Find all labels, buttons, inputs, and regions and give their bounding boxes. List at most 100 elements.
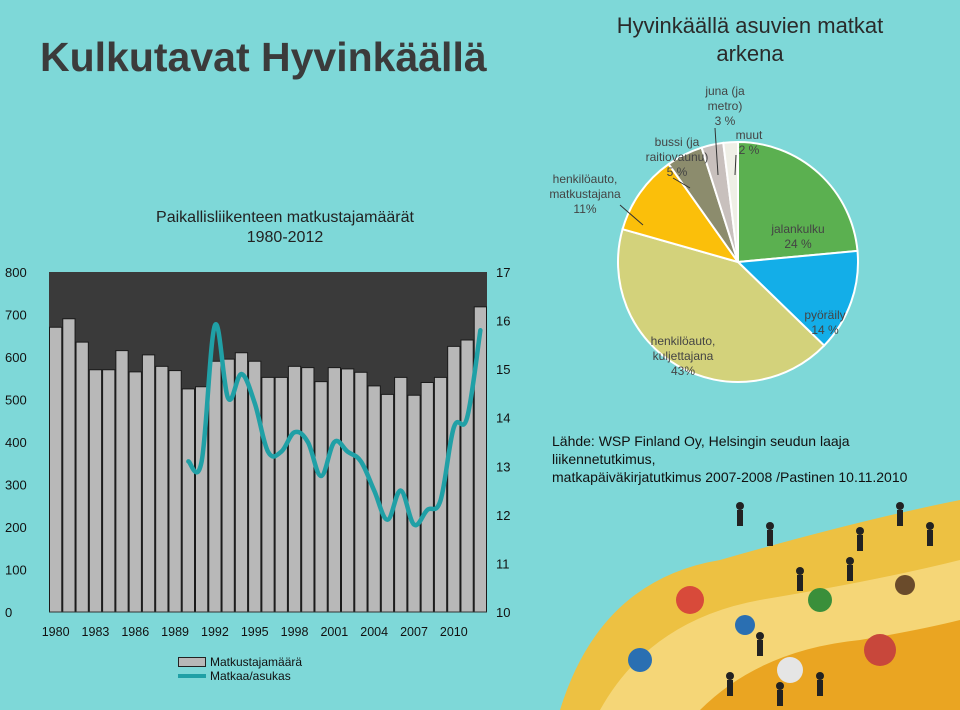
pie-label-4: bussi (ja raitiovaunu) 5 % <box>617 135 737 180</box>
y-right-tick-label: 10 <box>496 605 510 620</box>
pie-label-name-line: jalankulku <box>771 222 825 236</box>
pie-label-name-line: muut <box>735 128 763 142</box>
illustration-figure-body <box>847 565 853 581</box>
pie-label-value: 11% <box>573 202 597 216</box>
pie-label-name-line: kuljettajana <box>652 349 714 363</box>
illustration-figure-head <box>896 502 904 510</box>
y-left-tick-label: 400 <box>5 435 27 450</box>
bar-1992 <box>208 360 222 613</box>
bar-chart-legend: Matkustajamäärä Matkaa/asukas <box>178 655 302 683</box>
illustration-figure-head <box>766 522 774 530</box>
pie-label-3: henkilöauto, matkustajana 11% <box>525 172 645 217</box>
illustration-figure-head <box>796 567 804 575</box>
bar-1997 <box>274 376 288 613</box>
y-left-tick-label: 300 <box>5 478 27 493</box>
y-right-tick-label: 16 <box>496 314 510 329</box>
pie-slice-6 <box>722 140 739 263</box>
illustration-dot <box>864 634 896 666</box>
pie-label-2: henkilöauto, kuljettajana 43% <box>623 334 743 379</box>
source-note: Lähde: WSP Finland Oy, Helsingin seudun … <box>552 432 952 486</box>
y-right-tick-label: 11 <box>496 556 510 571</box>
illustration-figure-head <box>856 527 864 535</box>
bar-1987 <box>141 354 156 613</box>
y-right-tick-label: 13 <box>496 459 510 474</box>
pie-label-value: 43% <box>670 364 696 378</box>
bar-1984 <box>102 369 116 613</box>
bar-1980 <box>49 326 63 613</box>
illustration-dot <box>676 586 704 614</box>
illustration-figure-head <box>776 682 784 690</box>
illustration-figure-body <box>817 680 823 696</box>
pie-slice-1 <box>735 249 859 347</box>
bar-1998 <box>287 365 302 613</box>
pie-leader-line <box>734 154 737 176</box>
illustration-figure-body <box>737 510 743 526</box>
illustration-figure-body <box>777 690 783 706</box>
page-title: Kulkutavat Hyvinkäällä <box>40 34 487 80</box>
illustration-figure-body <box>757 640 763 656</box>
bar-1996 <box>261 376 275 613</box>
legend-label-line: Matkaa/asukas <box>210 669 291 683</box>
bar-1982 <box>75 341 89 613</box>
y-left-tick-label: 700 <box>5 308 27 323</box>
x-tick-label: 1983 <box>82 625 110 639</box>
pie-label-value: 3 % <box>714 114 736 128</box>
bar-1990 <box>181 388 196 613</box>
illustration-figure-body <box>857 535 863 551</box>
illustration-dot <box>628 648 652 672</box>
pie-slice-2 <box>617 227 826 383</box>
pie-label-value: 24 % <box>784 237 812 251</box>
pie-leader-line <box>619 204 644 226</box>
bar-2007 <box>407 394 421 613</box>
x-tick-label: 1995 <box>241 625 269 639</box>
legend-item-line: Matkaa/asukas <box>178 669 302 683</box>
legend-swatch-line <box>178 674 206 678</box>
x-tick-label: 1992 <box>201 625 229 639</box>
bar-2000 <box>314 381 328 613</box>
bar-2003 <box>354 371 368 613</box>
bar-2005 <box>380 393 395 613</box>
pie-label-name-line: metro) <box>707 99 743 113</box>
illustration-figure-head <box>756 632 764 640</box>
y-left-tick-label: 500 <box>5 393 27 408</box>
pie-leader-line <box>714 127 719 176</box>
pie-label-name-line: juna (ja <box>705 84 745 98</box>
pie-label-name-line: pyöräily <box>804 308 846 322</box>
legend-item-bars: Matkustajamäärä <box>178 655 302 669</box>
bar-1994 <box>234 352 249 613</box>
x-tick-label: 1998 <box>281 625 309 639</box>
illustration-dot <box>735 615 755 635</box>
x-tick-label: 2001 <box>320 625 348 639</box>
illustration-figure-head <box>816 672 824 680</box>
bar-1999 <box>301 367 315 613</box>
bar-1988 <box>155 365 169 613</box>
pie-label-name-line: henkilöauto, <box>552 172 618 186</box>
x-tick-label: 2004 <box>360 625 388 639</box>
bar-chart-title: Paikallisliikenteen matkustajamäärät 198… <box>120 208 450 248</box>
legend-swatch-bar <box>178 657 206 667</box>
illustration-figure-body <box>927 530 933 546</box>
y-left-tick-label: 0 <box>5 605 12 620</box>
bar-chart-title-line1: Paikallisliikenteen matkustajamäärät <box>156 209 414 226</box>
bar-1985 <box>115 350 129 613</box>
x-tick-label: 2010 <box>440 625 468 639</box>
illustration-layer-3 <box>700 620 960 710</box>
pie-label-name-line: raitiovaunu) <box>645 150 709 164</box>
source-line-2: matkapäiväkirjatutkimus 2007-2008 /Pasti… <box>552 469 908 485</box>
y-left-tick-label: 100 <box>5 563 27 578</box>
pie-label-6: muut 2 % <box>689 128 809 158</box>
bar-1986 <box>128 371 142 613</box>
x-tick-label: 1980 <box>42 625 70 639</box>
bar-1981 <box>62 318 76 613</box>
bar-2010 <box>447 345 461 613</box>
pie-chart-title: Hyvinkäällä asuvien matkat arkena <box>616 13 884 66</box>
x-tick-label: 2007 <box>400 625 428 639</box>
source-line-1: Lähde: WSP Finland Oy, Helsingin seudun … <box>552 433 850 467</box>
pie-slice-3 <box>621 162 741 264</box>
bar-2001 <box>327 367 341 613</box>
illustration-figure-body <box>897 510 903 526</box>
line-matkaa-asukas <box>186 322 483 528</box>
y-right-tick-label: 17 <box>496 265 510 280</box>
pie-slice-0 <box>737 140 859 264</box>
